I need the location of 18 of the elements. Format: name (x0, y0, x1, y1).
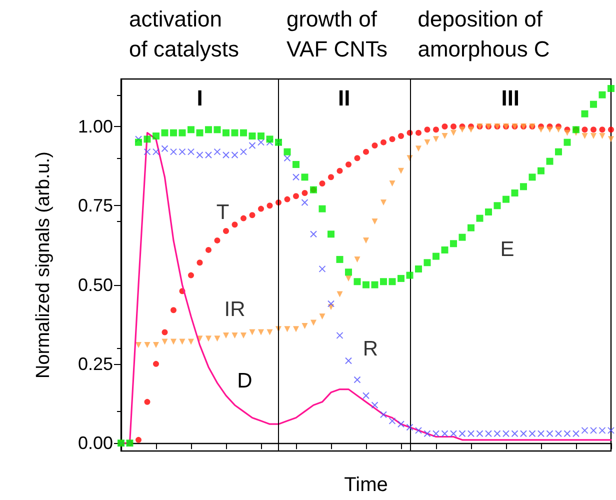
series-label: T (216, 201, 230, 224)
text: activation of catalysts (129, 6, 240, 62)
x-axis-title: Time (344, 474, 388, 496)
text: growth of VAF CNTs (286, 6, 388, 62)
series-label: R (362, 337, 378, 360)
annotation: II (338, 86, 350, 110)
text: deposition of amorphous C (418, 6, 550, 62)
series-label: D (237, 370, 252, 393)
y-axis-title: Normalized signals (arb.u.) (33, 151, 54, 379)
y-tick-label: 0.25 (78, 354, 113, 374)
series-label: IR (224, 298, 246, 321)
y-tick-label: 0.75 (78, 196, 113, 216)
annotation: III (501, 86, 520, 110)
y-tick-label: 0.50 (78, 274, 113, 295)
y-tick-label: 0.00 (78, 433, 113, 454)
series-label: E (500, 238, 514, 262)
y-tick-label: 1.00 (78, 116, 113, 136)
annotation: I (196, 86, 203, 110)
